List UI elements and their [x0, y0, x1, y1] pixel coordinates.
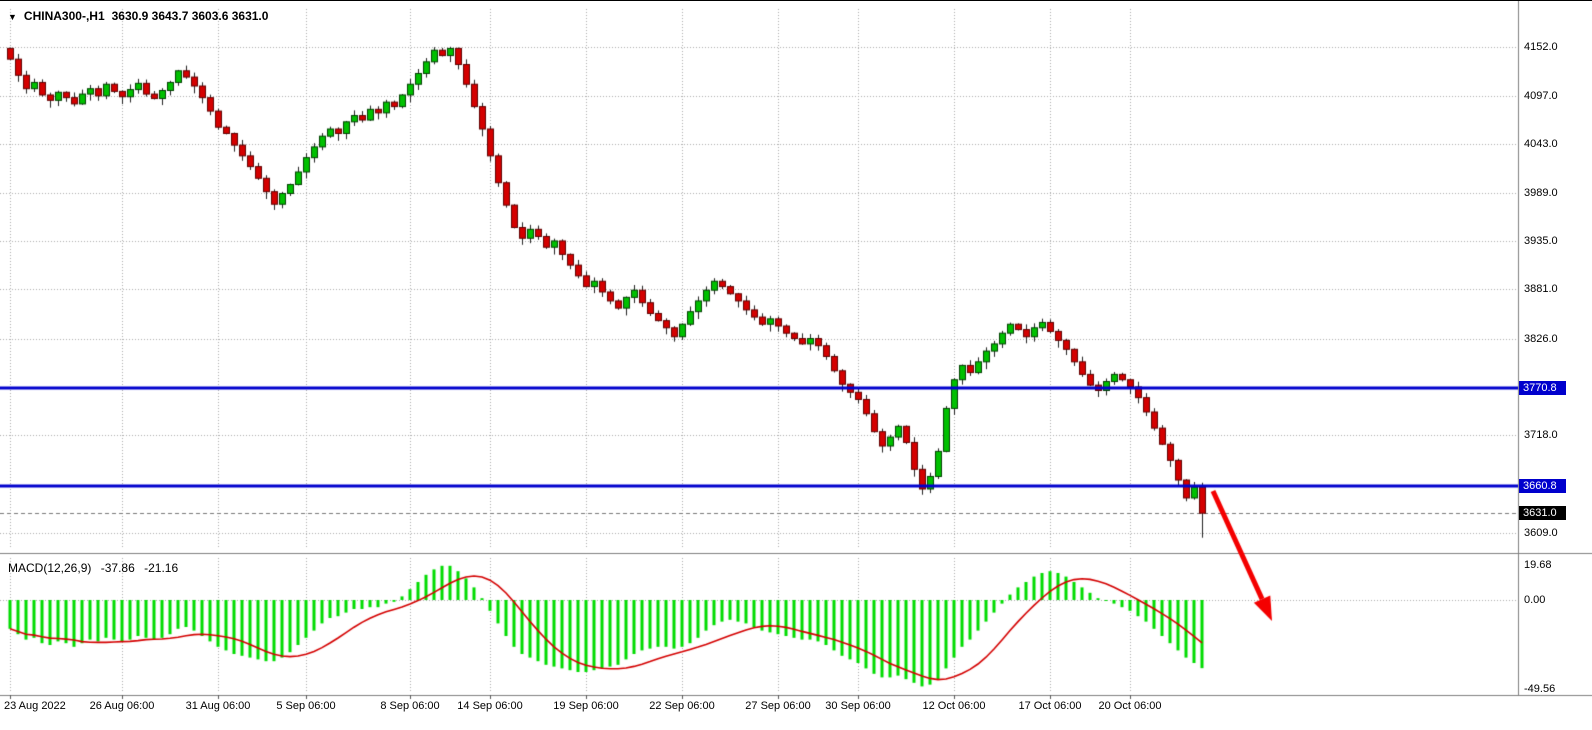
symbol-dropdown-icon[interactable]: ▼	[8, 12, 17, 22]
macd-name: MACD(12,26,9)	[8, 561, 92, 575]
time-axis-label: 31 Aug 06:00	[185, 700, 251, 712]
level-price-tag[interactable]: 3770.8	[1519, 380, 1566, 395]
price-tick-label: 4043.0	[1524, 138, 1558, 151]
time-axis-label: 5 Sep 06:00	[276, 700, 336, 712]
time-axis-label: 23 Aug 2022	[4, 700, 66, 712]
time-axis-label: 30 Sep 06:00	[825, 700, 891, 712]
time-axis-label: 12 Oct 06:00	[922, 700, 986, 712]
macd-indicator-label: MACD(12,26,9) -37.86 -21.16	[8, 561, 184, 575]
price-tick-label: 3826.0	[1524, 332, 1558, 345]
symbol-header: ▼ CHINA300-,H1 3630.9 3643.7 3603.6 3631…	[8, 9, 268, 23]
time-axis-label: 20 Oct 06:00	[1098, 700, 1162, 712]
macd-main-value: -37.86	[100, 561, 135, 575]
symbol-quote-line: 3630.9 3643.7 3603.6 3631.0	[111, 9, 269, 23]
time-axis-label: 22 Sep 06:00	[649, 700, 715, 712]
price-tick-label: 3935.0	[1524, 234, 1558, 247]
price-tick-label: 3609.0	[1524, 526, 1558, 539]
time-axis-label: 17 Oct 06:00	[1018, 700, 1082, 712]
price-tick-label: 3881.0	[1524, 283, 1558, 296]
macd-signal-value: -21.16	[144, 561, 179, 575]
time-axis-label: 26 Aug 06:00	[89, 700, 155, 712]
macd-tick-label: -49.56	[1524, 683, 1556, 696]
price-tick-label: 3989.0	[1524, 186, 1558, 199]
time-axis-label: 8 Sep 06:00	[380, 700, 440, 712]
macd-tick-label: 0.00	[1524, 594, 1546, 606]
level-price-tag[interactable]: 3660.8	[1519, 479, 1566, 494]
price-tick-label: 4097.0	[1524, 89, 1558, 102]
price-tick-label: 4152.0	[1524, 40, 1558, 53]
time-axis-label: 14 Sep 06:00	[457, 700, 523, 712]
symbol-name: CHINA300-,H1	[23, 9, 105, 23]
macd-tick-label: 19.68	[1524, 558, 1552, 571]
time-axis-label: 19 Sep 06:00	[553, 700, 619, 712]
time-axis-label: 27 Sep 06:00	[745, 700, 811, 712]
price-tick-label: 3718.0	[1524, 429, 1558, 442]
current-price-tag: 3631.0	[1519, 506, 1566, 521]
